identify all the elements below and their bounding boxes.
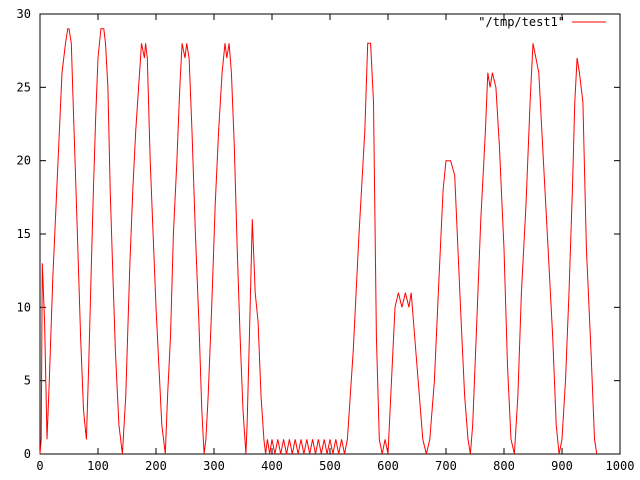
y-tick-label: 20	[17, 154, 31, 168]
x-tick-label: 800	[493, 459, 515, 473]
x-tick-label: 0	[36, 459, 43, 473]
series-line-0	[39, 28, 598, 455]
x-tick-label: 1000	[606, 459, 635, 473]
x-axis: 0 100 200 300 400 500 600 700 800 900 1000	[36, 14, 634, 473]
x-tick-label: 200	[145, 459, 167, 473]
legend: "/tmp/test1"	[478, 15, 606, 29]
x-tick-label: 400	[261, 459, 283, 473]
legend-label: "/tmp/test1"	[478, 15, 565, 29]
series-layer	[39, 28, 598, 455]
y-tick-label: 10	[17, 300, 31, 314]
y-tick-label: 30	[17, 7, 31, 21]
y-tick-label: 0	[24, 447, 31, 461]
x-tick-label: 600	[377, 459, 399, 473]
x-tick-label: 500	[319, 459, 341, 473]
x-tick-label: 900	[551, 459, 573, 473]
plot-area	[39, 13, 621, 455]
x-tick-label: 700	[435, 459, 457, 473]
y-axis: 0 5 10 15 20 25 30	[17, 7, 620, 461]
x-tick-label: 300	[203, 459, 225, 473]
y-tick-label: 15	[17, 227, 31, 241]
y-tick-label: 5	[24, 374, 31, 388]
y-tick-label: 25	[17, 80, 31, 94]
x-tick-label: 100	[87, 459, 109, 473]
